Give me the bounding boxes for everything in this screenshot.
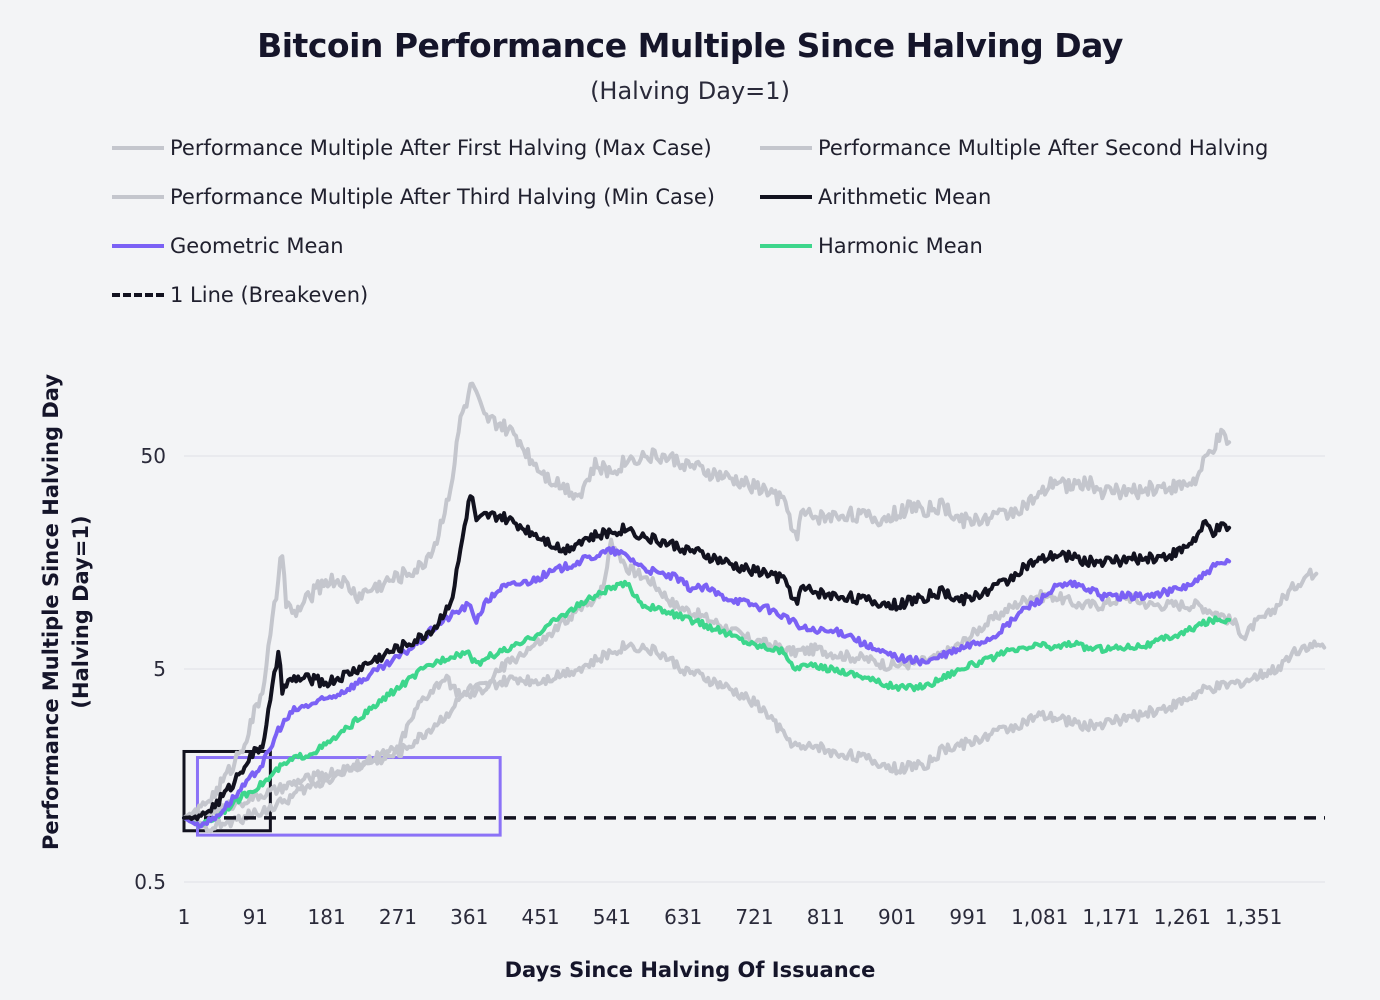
x-axis-title: Days Since Halving Of Issuance <box>504 958 876 982</box>
legend-item-third-halving: Performance Multiple After Third Halving… <box>112 185 715 209</box>
x-tick-label-1: 91 <box>243 905 268 929</box>
legend-label-harmonic-mean: Harmonic Mean <box>818 234 983 258</box>
legend-label-geometric-mean: Geometric Mean <box>170 234 344 258</box>
series-line-arith <box>182 494 1232 822</box>
x-tick-label-14: 1,261 <box>1154 905 1211 929</box>
x-tick-label-0: 1 <box>178 905 191 929</box>
chart-title: Bitcoin Performance Multiple Since Halvi… <box>257 26 1123 65</box>
y-axis-title: Performance Multiple Since Halving Day (… <box>36 374 96 850</box>
legend-label-first-halving: Performance Multiple After First Halving… <box>170 136 712 160</box>
y-axis-title-line-2: (Halving Day=1) <box>69 515 93 709</box>
legend-label-third-halving: Performance Multiple After Third Halving… <box>170 185 715 209</box>
annotation-box-1 <box>195 756 502 837</box>
x-tick-label-4: 361 <box>450 905 488 929</box>
legend-swatch-breakeven <box>112 293 164 297</box>
x-tick-label-3: 271 <box>379 905 417 929</box>
legend-swatch-harmonic-mean <box>760 244 812 248</box>
y-tick-label-2: 50 <box>141 444 166 468</box>
x-tick-label-7: 631 <box>664 905 702 929</box>
series-line-harm <box>182 579 1232 829</box>
chart-subtitle: (Halving Day=1) <box>590 77 790 105</box>
legend-item-first-halving: Performance Multiple After First Halving… <box>112 136 712 160</box>
series-line-geo <box>182 545 1232 829</box>
x-tick-label-12: 1,081 <box>1011 905 1068 929</box>
series-line-first <box>182 381 1232 820</box>
x-tick-label-6: 541 <box>593 905 631 929</box>
y-tick-label-0: 0.5 <box>134 870 166 894</box>
x-tick-label-10: 901 <box>878 905 916 929</box>
legend-label-breakeven: 1 Line (Breakeven) <box>170 283 369 307</box>
series-line-third <box>182 639 1327 820</box>
x-tick-label-2: 181 <box>308 905 346 929</box>
legend-swatch-second-halving <box>760 146 812 150</box>
legend-swatch-first-halving <box>112 146 164 150</box>
x-tick-label-9: 811 <box>807 905 845 929</box>
y-tick-label-1: 5 <box>153 657 166 681</box>
x-tick-label-8: 721 <box>735 905 773 929</box>
legend-item-second-halving: Performance Multiple After Second Halvin… <box>760 136 1268 160</box>
x-tick-label-13: 1,171 <box>1082 905 1139 929</box>
legend-item-harmonic-mean: Harmonic Mean <box>760 234 983 258</box>
legend-swatch-third-halving <box>112 195 164 199</box>
legend-label-second-halving: Performance Multiple After Second Halvin… <box>818 136 1269 160</box>
legend-swatch-geometric-mean <box>112 244 164 248</box>
x-tick-label-11: 991 <box>949 905 987 929</box>
legend-item-geometric-mean: Geometric Mean <box>112 234 344 258</box>
legend-item-breakeven: 1 Line (Breakeven) <box>112 283 368 307</box>
legend-swatch-arithmetic-mean <box>760 195 812 199</box>
y-axis-title-line-1: Performance Multiple Since Halving Day <box>39 373 63 851</box>
x-tick-label-15: 1,351 <box>1225 905 1282 929</box>
x-tick-label-5: 451 <box>521 905 559 929</box>
legend-label-arithmetic-mean: Arithmetic Mean <box>818 185 992 209</box>
legend-item-arithmetic-mean: Arithmetic Mean <box>760 185 991 209</box>
